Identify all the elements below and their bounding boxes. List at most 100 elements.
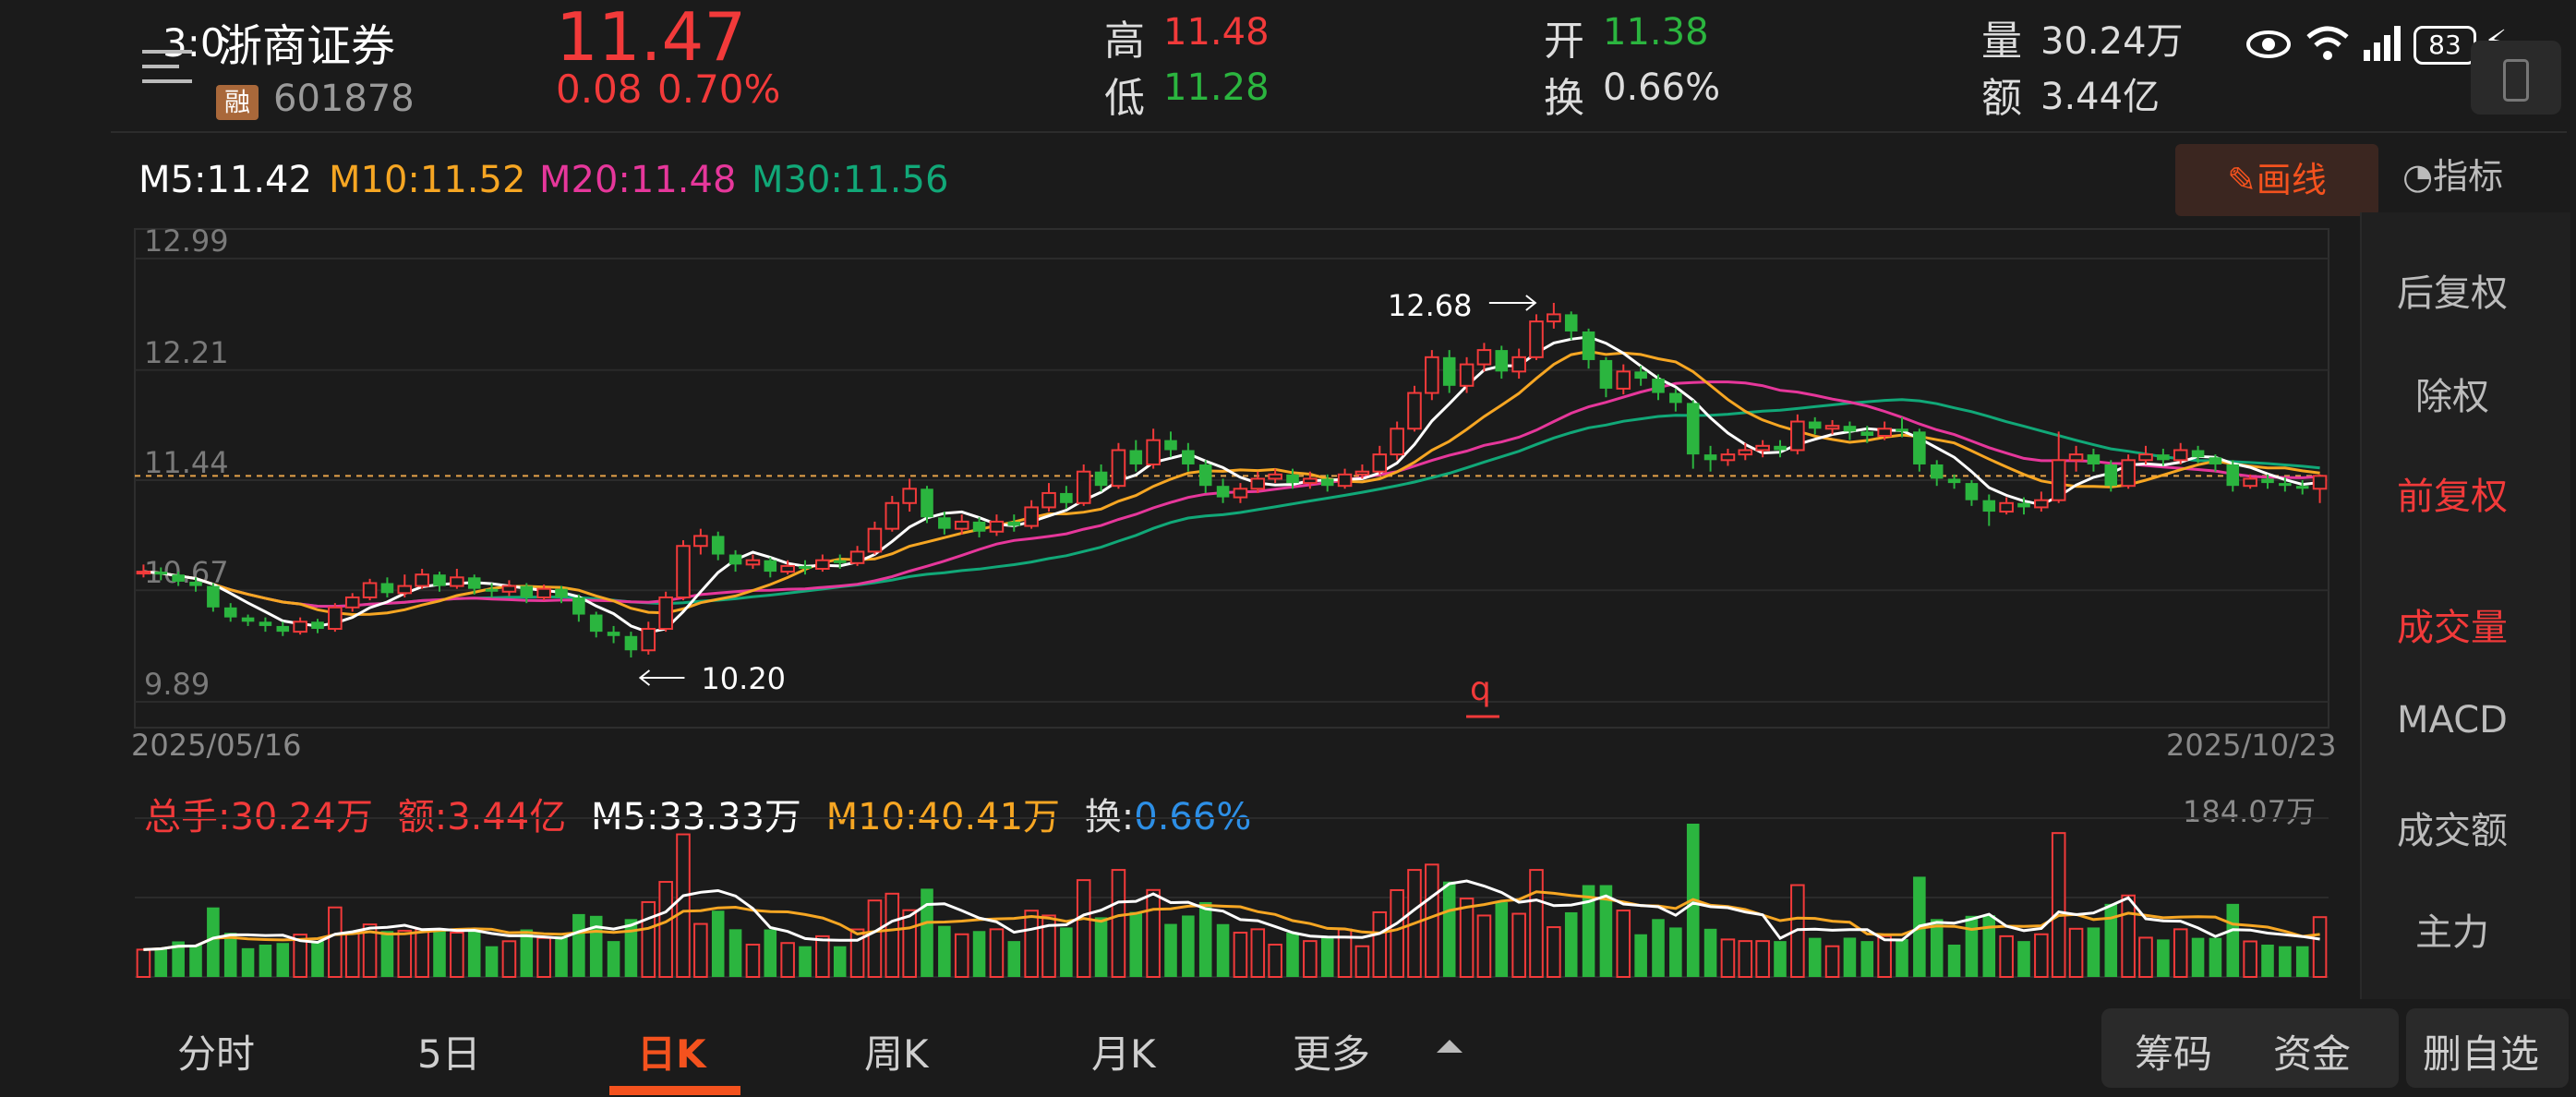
- amount-label: 额: [1981, 75, 2022, 122]
- side-menu-item[interactable]: 除权: [2415, 376, 2489, 418]
- side-menu-item[interactable]: 前复权: [2397, 476, 2508, 518]
- volume-bar: [938, 925, 951, 977]
- volume-bar: [1511, 912, 1526, 978]
- price-change-pct: 0.70%: [657, 66, 781, 112]
- more-arrow-icon[interactable]: [1437, 1040, 1463, 1053]
- eye-icon: [2245, 26, 2292, 66]
- q-marker: q: [1470, 670, 1491, 708]
- candle-body: [921, 488, 933, 518]
- funds-label[interactable]: 资金: [2273, 1031, 2352, 1077]
- side-menu-item[interactable]: 成交量: [2397, 607, 2508, 649]
- indicator-label: 指标: [2433, 156, 2504, 197]
- candle-body: [2295, 486, 2309, 489]
- candle-body: [1060, 492, 1073, 503]
- candle-body: [328, 606, 343, 631]
- indicator-button[interactable]: ◔指标: [2402, 148, 2503, 199]
- side-menu-item[interactable]: MACD: [2397, 699, 2508, 741]
- volume-bar: [136, 948, 151, 978]
- tab-item[interactable]: 更多: [1293, 1031, 1371, 1077]
- price-change: 0.08: [556, 66, 643, 112]
- open-label: 开: [1544, 18, 1584, 65]
- volume-bar: [2121, 894, 2136, 978]
- volume-bar: [815, 934, 830, 978]
- volume-chart[interactable]: [0, 781, 2345, 986]
- candle-body: [1790, 420, 1805, 452]
- phone-icon[interactable]: [2471, 41, 2561, 115]
- volume-bar: [1198, 901, 1212, 977]
- y-tick-label: 11.44: [144, 445, 229, 480]
- candle-body: [2068, 453, 2084, 462]
- volume-bar: [276, 943, 290, 977]
- volume-bar: [607, 941, 620, 977]
- side-menu-item[interactable]: 主力: [2415, 911, 2489, 954]
- tab-item[interactable]: 日K: [637, 1031, 706, 1077]
- candle-body: [711, 536, 725, 555]
- draw-line-button[interactable]: ✎画线: [2175, 144, 2378, 216]
- volume-max: 184.07万: [2183, 794, 2316, 829]
- candle-body: [1930, 464, 1944, 479]
- candle-body: [1250, 477, 1266, 490]
- date-end: 2025/10/23: [2166, 728, 2337, 763]
- low-value: 11.28: [1163, 66, 1270, 109]
- volume-bar: [1060, 927, 1073, 977]
- remove-watchlist-button[interactable]: [2406, 1008, 2569, 1088]
- chips-button[interactable]: [2101, 1008, 2399, 1088]
- tab-item[interactable]: 5日: [417, 1031, 481, 1077]
- volume-bar: [1824, 945, 1840, 979]
- candle-body: [954, 520, 969, 530]
- candle-body: [1146, 439, 1161, 465]
- candle-body: [2312, 475, 2328, 490]
- status-time: 3:0: [163, 20, 225, 66]
- side-menu-item[interactable]: 后复权: [2397, 272, 2508, 315]
- candle-body: [1076, 470, 1091, 504]
- candle-body: [380, 583, 394, 594]
- volume-bar: [555, 935, 568, 977]
- candle-body: [207, 585, 220, 608]
- draw-line-label: 画线: [2256, 160, 2327, 200]
- volume-bar: [1094, 917, 1108, 977]
- volume-bar: [1390, 888, 1404, 978]
- candle-body: [780, 564, 795, 573]
- menu-icon[interactable]: [142, 44, 192, 87]
- candle-body: [641, 628, 656, 652]
- volume-bar: [1896, 939, 1908, 977]
- volume-bar: [1965, 915, 1979, 977]
- candle-body: [2157, 454, 2170, 461]
- volume-bar: [2034, 933, 2049, 979]
- volume-bar: [641, 900, 656, 978]
- candle-body: [1476, 349, 1492, 366]
- volume-bar: [1303, 940, 1318, 979]
- candle-body: [1703, 454, 1717, 461]
- candle-body: [833, 560, 847, 563]
- volume-bar: [921, 888, 933, 977]
- volume-bar: [1564, 911, 1578, 977]
- candle-body: [902, 488, 917, 504]
- candle-body: [867, 527, 883, 553]
- volume-bar: [433, 929, 446, 977]
- battery-icon: 83: [2413, 26, 2476, 65]
- volume-bar: [362, 923, 378, 978]
- chart-frame: [134, 228, 2329, 729]
- side-menu-item[interactable]: 成交额: [2397, 810, 2508, 852]
- volume-bar: [1041, 914, 1056, 978]
- volume-bar: [328, 906, 343, 978]
- tab-item[interactable]: 月K: [1091, 1031, 1156, 1077]
- volume-bar: [2104, 903, 2118, 977]
- remove-watchlist-label: 删自选: [2423, 1031, 2540, 1077]
- tab-item[interactable]: 分时: [177, 1031, 256, 1077]
- volume-bar: [2157, 939, 2170, 977]
- volume-bar: [1843, 937, 1857, 977]
- candle-body: [1182, 450, 1195, 464]
- tab-item[interactable]: 周K: [864, 1031, 929, 1077]
- volume-bar: [2209, 937, 2222, 977]
- candle-body: [1233, 488, 1248, 499]
- volume-bar: [154, 947, 168, 977]
- volume-bar: [1459, 898, 1475, 978]
- volume-bar: [467, 929, 481, 977]
- volume-bar: [745, 943, 761, 978]
- volume-bar: [1634, 934, 1647, 977]
- candle-body: [658, 596, 673, 631]
- gauge-icon: ◔: [2402, 156, 2434, 197]
- volume-bar: [2017, 941, 2030, 977]
